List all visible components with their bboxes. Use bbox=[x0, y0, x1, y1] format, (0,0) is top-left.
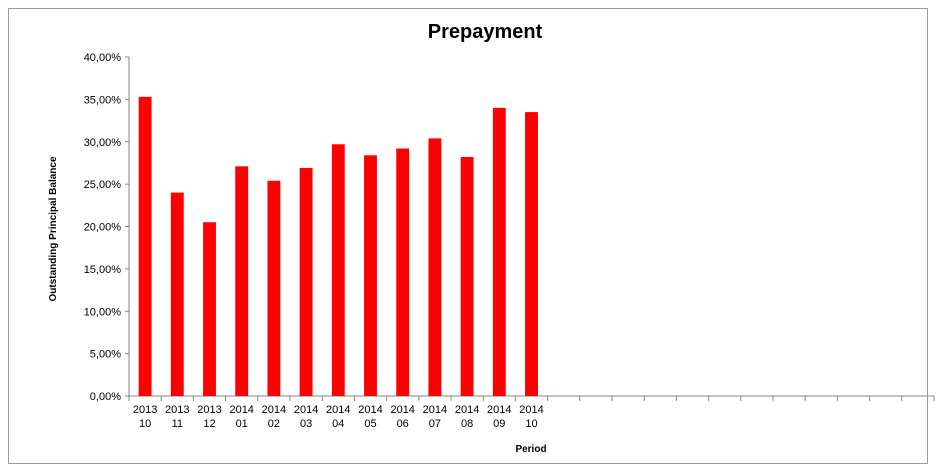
x-tick-label-month: 11 bbox=[172, 418, 183, 430]
x-tick-label-month: 01 bbox=[236, 418, 248, 430]
x-tick-label-year: 2014 bbox=[358, 404, 382, 416]
x-tick-label-month: 08 bbox=[461, 418, 473, 430]
x-axis-label: Period bbox=[515, 444, 546, 455]
bar bbox=[299, 168, 313, 396]
y-tick-label: 30,00% bbox=[84, 137, 122, 149]
y-tick-label: 15,00% bbox=[84, 264, 122, 276]
x-tick-label-year: 2014 bbox=[229, 404, 253, 416]
x-tick-label-month: 04 bbox=[332, 418, 344, 430]
bar bbox=[396, 148, 410, 396]
tick-labels: 0,00% 5,00% 10,00% 15,00% 20,00% 25,00% 30,00%… bbox=[84, 52, 544, 430]
bar bbox=[525, 112, 538, 397]
x-tick-label-month: 09 bbox=[493, 418, 505, 430]
x-tick-label-month: 10 bbox=[139, 418, 151, 430]
x-tick-label-year: 2014 bbox=[519, 404, 543, 416]
y-tick-label: 35,00% bbox=[84, 94, 122, 106]
y-tick-label: 25,00% bbox=[84, 179, 122, 191]
x-tick-label-year: 2014 bbox=[390, 404, 414, 416]
x-tick-label-month: 03 bbox=[300, 418, 312, 430]
x-tick-label-month: 12 bbox=[203, 418, 215, 430]
bars bbox=[138, 96, 538, 397]
bar bbox=[267, 180, 281, 396]
x-tick-label-year: 2014 bbox=[423, 404, 447, 416]
y-tick-label: 40,00% bbox=[84, 52, 122, 64]
bar bbox=[235, 166, 249, 396]
x-tick-label-year: 2014 bbox=[294, 404, 318, 416]
bar bbox=[170, 192, 184, 396]
bar bbox=[364, 155, 377, 396]
y-tick-label: 20,00% bbox=[84, 222, 122, 234]
y-tick-label: 5,00% bbox=[90, 349, 121, 361]
x-tick-label-year: 2014 bbox=[487, 404, 511, 416]
x-tick-label-month: 05 bbox=[364, 418, 376, 430]
bar bbox=[203, 222, 216, 396]
x-tick-label-month: 10 bbox=[525, 418, 537, 430]
bar bbox=[428, 138, 442, 397]
y-axis-label: Outstanding Principal Balance bbox=[48, 156, 59, 301]
bar bbox=[138, 96, 152, 397]
x-tick-label-month: 06 bbox=[397, 418, 409, 430]
x-tick-label-year: 2014 bbox=[326, 404, 350, 416]
x-tick-label-year: 2014 bbox=[455, 404, 479, 416]
x-tick-label-month: 07 bbox=[429, 418, 441, 430]
bar bbox=[331, 144, 345, 396]
y-tick-label: 10,00% bbox=[84, 306, 122, 318]
x-tick-label-year: 2013 bbox=[165, 404, 189, 416]
x-tick-label-year: 2013 bbox=[197, 404, 221, 416]
x-tick-label-year: 2013 bbox=[133, 404, 157, 416]
x-tick-label-month: 02 bbox=[268, 418, 280, 430]
x-tick-label-year: 2014 bbox=[262, 404, 286, 416]
chart-title: Prepayment bbox=[428, 21, 543, 43]
bar bbox=[460, 157, 474, 396]
bar bbox=[492, 107, 506, 396]
y-tick-label: 0,00% bbox=[90, 391, 121, 403]
